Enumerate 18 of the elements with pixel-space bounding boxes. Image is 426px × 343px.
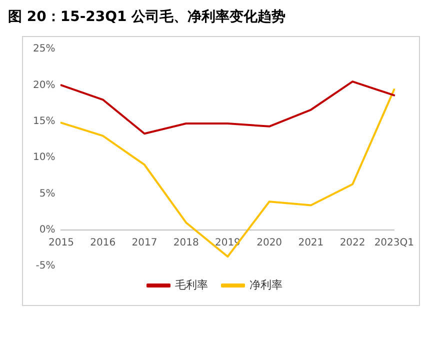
y-tick-label: 10% (32, 152, 56, 164)
y-tick-label: 15% (32, 116, 56, 127)
x-tick-label: 2020 (256, 237, 282, 248)
chart-title: 图 20：15-23Q1 公司毛、净利率变化趋势 (8, 8, 286, 26)
legend-label: 毛利率 (175, 278, 208, 292)
y-tick-label: -5% (36, 260, 56, 272)
x-tick-label: 2017 (132, 237, 158, 248)
y-tick-label: 25% (32, 44, 56, 55)
x-tick-label: 2015 (48, 237, 74, 248)
x-tick-label: 2018 (173, 237, 199, 248)
x-tick-label: 2023Q1 (374, 237, 414, 248)
x-tick-label: 2016 (90, 237, 116, 248)
y-tick-label: 20% (32, 80, 56, 91)
y-tick-label: 0% (39, 224, 56, 236)
y-tick-label: 5% (39, 188, 56, 200)
x-tick-label: 2021 (298, 237, 324, 248)
x-tick-label: 2022 (340, 237, 366, 248)
legend-label: 净利率 (250, 278, 282, 292)
